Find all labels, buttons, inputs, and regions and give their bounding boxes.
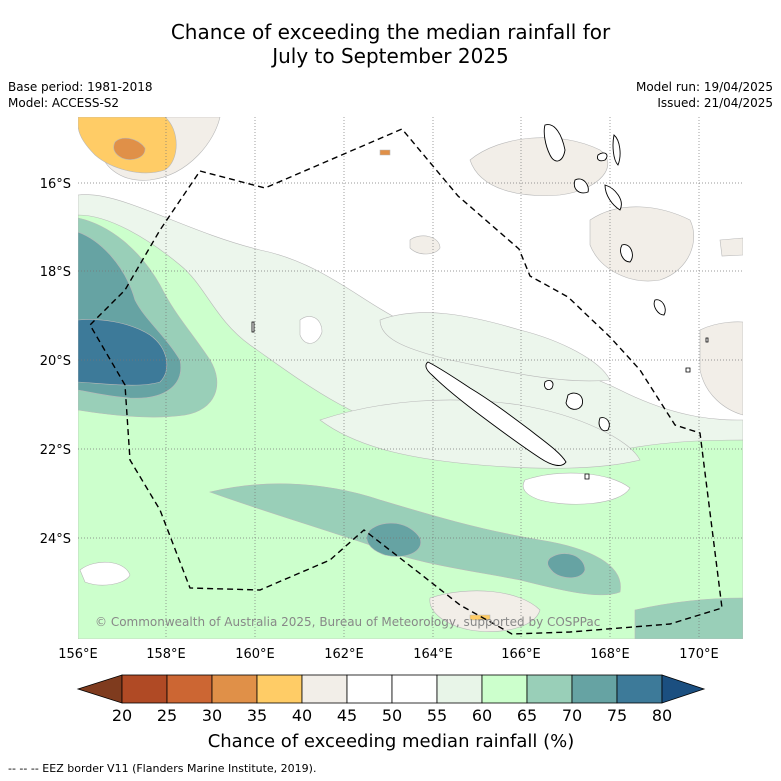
colorbar-tick: 50	[382, 706, 402, 725]
contour-40-45-centre	[409, 235, 441, 255]
colorbar-tick: 30	[202, 706, 222, 725]
contour-75-80-west	[78, 319, 168, 386]
colorbar-segment	[256, 674, 303, 704]
colorbar-tick: 60	[472, 706, 492, 725]
contour-white-sw	[79, 561, 131, 586]
lat-label: 18°S	[40, 265, 71, 280]
colorbar-tick: 45	[337, 706, 357, 725]
meta-right: Model run: 19/04/2025 Issued: 21/04/2025	[636, 79, 773, 111]
colorbar-tick: 40	[292, 706, 312, 725]
contour-white-centre	[299, 316, 323, 344]
contour-70-75-south	[366, 522, 422, 557]
map-title-line2: July to September 2025	[272, 44, 509, 68]
lat-label: 20°S	[40, 354, 71, 369]
colorbar-high-arrow	[661, 674, 706, 704]
model-run: Model run: 19/04/2025	[635, 80, 773, 94]
contour-40-45-ne	[469, 137, 609, 196]
colorbar-tick: 25	[157, 706, 177, 725]
colorbar-segment	[121, 674, 168, 704]
colorbar-segment	[616, 674, 663, 704]
lat-label: 22°S	[40, 443, 71, 458]
colorbar-tick: 70	[562, 706, 582, 725]
colorbar: 20 25 30 35 40 45 50 55 60 65 70 75 80 C…	[76, 674, 706, 752]
lat-axis: 16°S 18°S 20°S 22°S 24°S	[40, 177, 71, 547]
lon-label: 160°E	[235, 647, 275, 662]
base-period: Base period: 1981-2018	[8, 80, 153, 94]
map-title-line1: Chance of exceeding the median rainfall …	[170, 20, 611, 44]
vanuatu-islands-coastline	[543, 124, 666, 316]
lon-label: 168°E	[590, 647, 630, 662]
colorbar-segment	[526, 674, 573, 704]
lon-label: 166°E	[501, 647, 541, 662]
lon-label: 170°E	[679, 647, 719, 662]
loyalty-islands-coastline	[544, 379, 610, 432]
contour-40-45-farEast	[699, 321, 743, 416]
colorbar-segment	[346, 674, 393, 704]
lon-label: 158°E	[146, 647, 186, 662]
colorbar-tick: 55	[427, 706, 447, 725]
colorbar-segment	[391, 674, 438, 704]
colorbar-segment	[436, 674, 483, 704]
colorbar-title: Chance of exceeding median rainfall (%)	[208, 731, 575, 752]
issued-date: Issued: 21/04/2025	[657, 96, 773, 110]
contour-35-40-small	[379, 149, 391, 156]
graticule	[78, 117, 743, 639]
colorbar-tick: 35	[247, 706, 267, 725]
contour-white-patch	[522, 472, 631, 505]
new-caledonia-coastline	[425, 361, 567, 466]
contour-70-75-southeast	[547, 553, 586, 579]
lon-label: 164°E	[413, 647, 453, 662]
lat-label: 24°S	[40, 532, 71, 547]
contour-40-45-south	[429, 590, 541, 632]
meta-left: Base period: 1981-2018 Model: ACCESS-S2	[8, 79, 153, 111]
contour-40-45-farNE	[719, 237, 743, 257]
contour-white-inner	[319, 399, 641, 469]
contour-55-60-region-2	[379, 312, 611, 382]
colorbar-segment	[571, 674, 618, 704]
contour-30-35-north	[113, 137, 146, 160]
lat-label: 16°S	[40, 177, 71, 192]
map-area	[78, 117, 743, 639]
colorbar-tick: 75	[607, 706, 627, 725]
lon-label: 162°E	[324, 647, 364, 662]
eez-legend-note: -- -- -- EEZ border V11 (Flanders Marine…	[8, 762, 317, 775]
colorbar-segment	[211, 674, 258, 704]
small-island-markers	[251, 321, 709, 480]
colorbar-segment	[301, 674, 348, 704]
colorbar-tick: 80	[652, 706, 672, 725]
copyright-text: © Commonwealth of Australia 2025, Bureau…	[95, 615, 600, 629]
colorbar-tick: 65	[517, 706, 537, 725]
colorbar-segment	[481, 674, 528, 704]
colorbar-low-arrow	[76, 674, 123, 704]
colorbar-segment	[166, 674, 213, 704]
lon-label: 156°E	[58, 647, 98, 662]
colorbar-tick: 20	[112, 706, 132, 725]
lon-axis: 156°E 158°E 160°E 162°E 164°E 166°E 168°…	[58, 647, 719, 662]
model-name: Model: ACCESS-S2	[8, 96, 120, 110]
eez-border	[89, 128, 723, 635]
